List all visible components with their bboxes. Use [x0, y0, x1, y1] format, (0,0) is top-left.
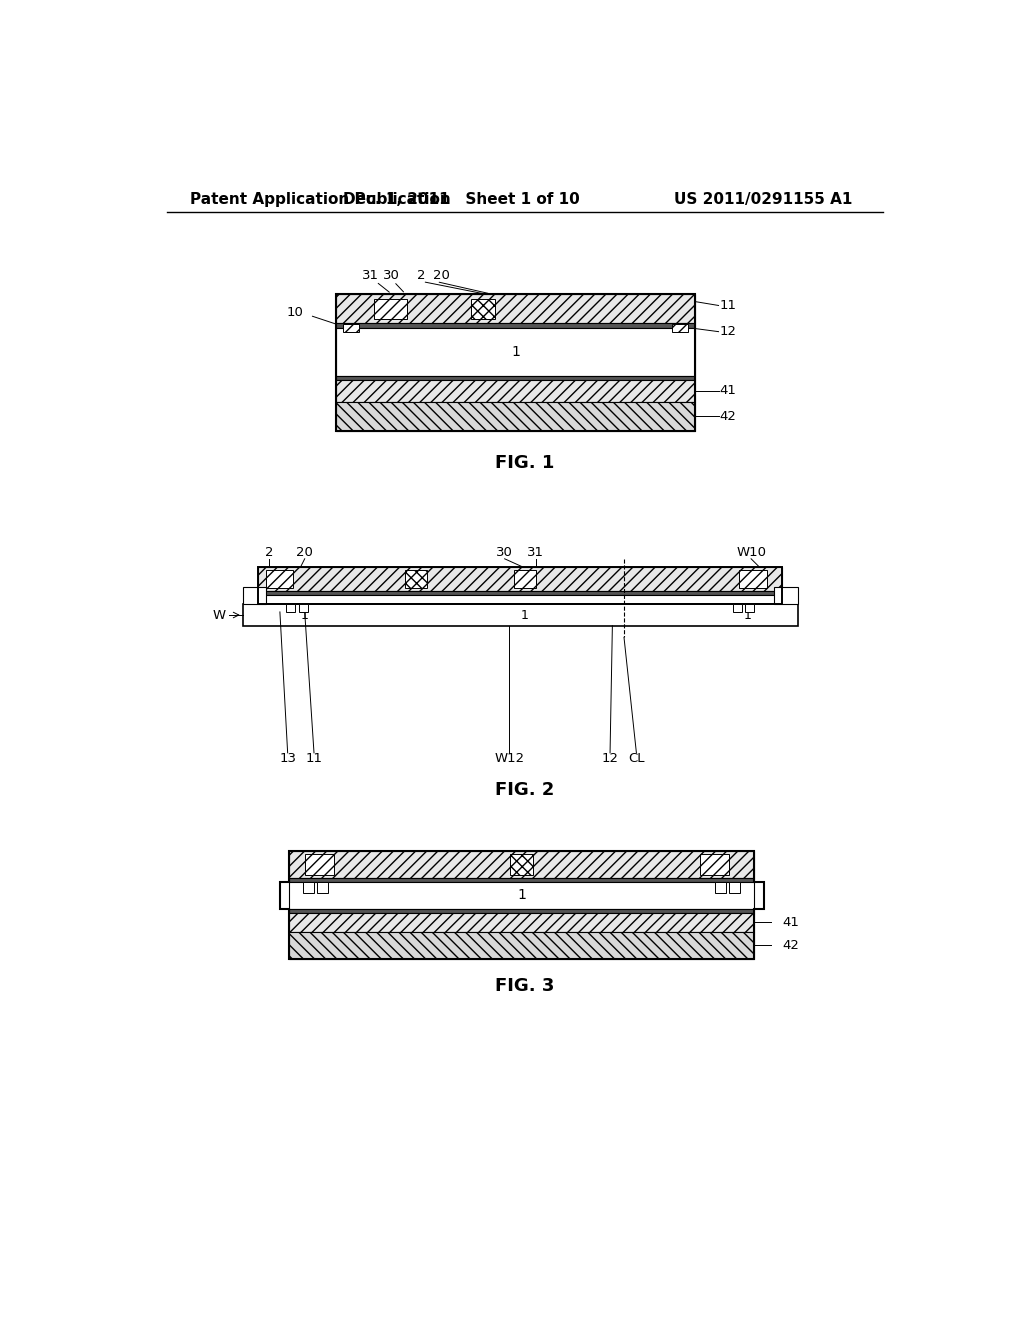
Bar [336, 294, 695, 430]
Bar [317, 882, 328, 892]
Bar [774, 587, 798, 605]
Text: 12: 12 [719, 325, 736, 338]
Text: 42: 42 [782, 939, 799, 952]
Bar [672, 323, 687, 333]
Bar [243, 605, 798, 626]
Text: 42: 42 [720, 409, 736, 422]
Bar [243, 587, 266, 605]
Bar [303, 882, 314, 892]
Bar [336, 327, 695, 376]
Bar [286, 605, 295, 612]
Bar [305, 854, 334, 875]
Text: 1: 1 [517, 888, 526, 903]
Text: Patent Application Publication: Patent Application Publication [190, 191, 451, 207]
Bar [258, 595, 782, 605]
Bar [336, 376, 695, 380]
Bar [716, 882, 726, 892]
Text: 1: 1 [301, 609, 308, 622]
Text: CL: CL [628, 752, 645, 766]
Text: 31: 31 [362, 269, 379, 282]
Bar [299, 605, 308, 612]
Text: 1: 1 [521, 609, 528, 622]
Text: 10: 10 [287, 306, 304, 319]
Bar [732, 605, 741, 612]
Text: 1: 1 [511, 345, 520, 359]
Text: Dec. 1, 2011   Sheet 1 of 10: Dec. 1, 2011 Sheet 1 of 10 [343, 191, 580, 207]
Bar [289, 909, 755, 913]
Bar [336, 294, 695, 323]
Text: W12: W12 [495, 752, 524, 766]
Text: 12: 12 [601, 752, 618, 766]
Text: 41: 41 [782, 916, 799, 929]
Bar [266, 570, 293, 589]
Bar [289, 913, 755, 932]
Text: 11: 11 [719, 298, 736, 312]
Text: FIG. 2: FIG. 2 [496, 781, 554, 799]
Bar [739, 570, 767, 589]
Text: 20: 20 [433, 269, 451, 282]
Bar [289, 882, 755, 909]
Bar [406, 570, 427, 589]
Text: 30: 30 [383, 269, 400, 282]
Text: W10: W10 [736, 546, 766, 560]
Bar [343, 323, 359, 333]
Bar [258, 591, 782, 595]
Bar [289, 932, 755, 960]
Text: 13: 13 [280, 752, 296, 766]
Bar [336, 401, 695, 430]
Bar [258, 566, 782, 605]
Text: 30: 30 [497, 546, 513, 560]
Bar [258, 566, 782, 591]
Bar [729, 882, 740, 892]
Text: 2: 2 [417, 269, 425, 282]
Text: US 2011/0291155 A1: US 2011/0291155 A1 [675, 191, 853, 207]
Text: 11: 11 [305, 752, 323, 766]
Bar [289, 878, 755, 882]
Bar [336, 380, 695, 401]
Text: 20: 20 [296, 546, 313, 560]
Bar [336, 323, 695, 327]
Bar [510, 854, 534, 875]
Bar [471, 298, 495, 318]
Text: 2: 2 [265, 546, 273, 560]
Text: W: W [213, 609, 226, 622]
Text: 31: 31 [527, 546, 544, 560]
Bar [744, 605, 755, 612]
Bar [700, 854, 729, 875]
Text: FIG. 1: FIG. 1 [496, 454, 554, 471]
Bar [514, 570, 536, 589]
Text: FIG. 3: FIG. 3 [496, 977, 554, 995]
Bar [289, 851, 755, 878]
Text: 41: 41 [720, 384, 736, 397]
Bar [375, 298, 407, 318]
Text: 1: 1 [743, 609, 752, 622]
